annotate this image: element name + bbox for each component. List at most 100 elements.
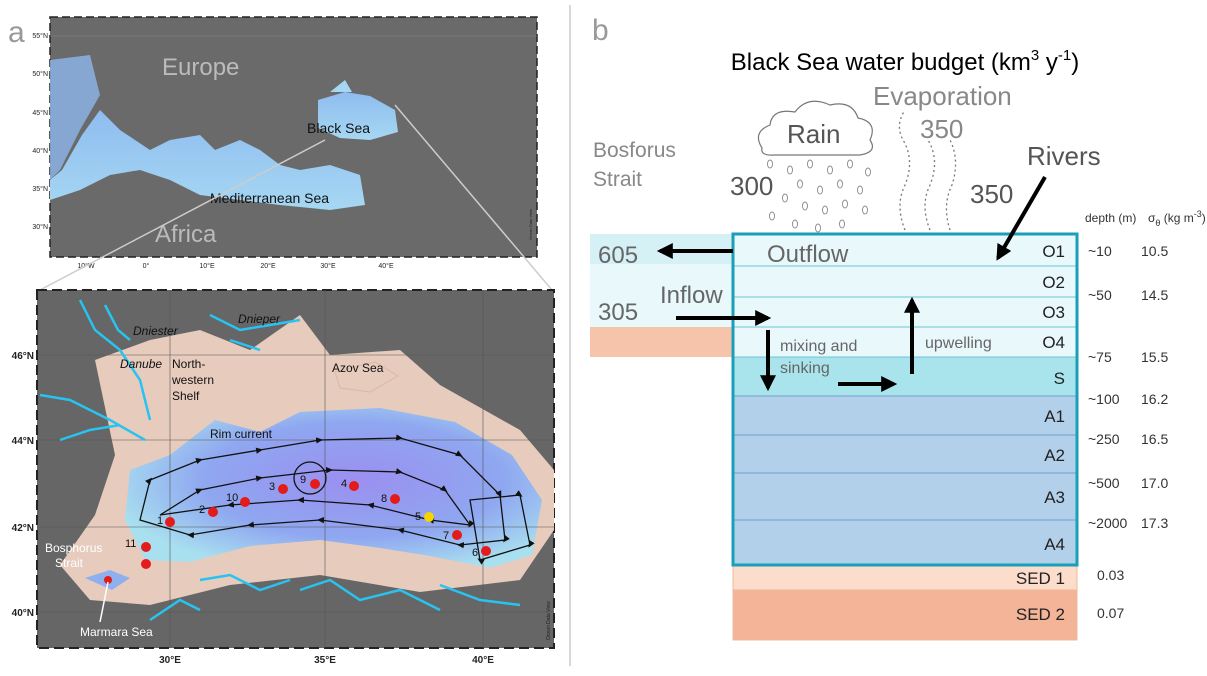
station-label: 1: [157, 515, 163, 527]
credit: Ocean Data View: [546, 601, 552, 640]
sigma: 10.5: [1141, 243, 1168, 259]
layer-label: S: [1054, 369, 1065, 388]
sediment-value: 0.03: [1097, 567, 1124, 583]
depth: ~10: [1088, 243, 1112, 259]
title-part: Black Sea water budget (km: [731, 49, 1031, 76]
depth: ~500: [1088, 475, 1120, 491]
panel-letter: b: [592, 14, 609, 47]
map-label: Europe: [162, 54, 239, 81]
sigma: 14.5: [1141, 287, 1168, 303]
map-label: western: [171, 373, 214, 387]
depth: ~75: [1088, 349, 1112, 365]
depth: ~2000: [1088, 515, 1128, 531]
map-label: Bosphorus: [45, 541, 102, 555]
header-part: θ: [1155, 218, 1160, 228]
station-label: 8: [381, 493, 387, 505]
map-label: Danube: [120, 357, 162, 371]
title: Black Sea water budget (km3 y-1): [731, 47, 1080, 76]
map-label: Africa: [155, 221, 217, 248]
lon-tick: 0°: [143, 262, 150, 270]
lat-tick: 40°N: [12, 608, 34, 619]
map-label: Marmara Sea: [80, 625, 153, 639]
sediment-label: SED 1: [1016, 569, 1065, 588]
station-label: 3: [269, 481, 275, 493]
header-part: (kg m: [1160, 211, 1193, 225]
lat-tick: 55°N: [32, 32, 48, 40]
map-label: Azov Sea: [332, 361, 384, 375]
layer-label: O4: [1042, 333, 1065, 352]
map-label: Strait: [55, 556, 84, 570]
station-label: 5: [415, 511, 421, 523]
lon-tick: 30°E: [159, 655, 181, 666]
station-label: 11: [125, 538, 136, 550]
lat-tick: 35°N: [32, 185, 48, 193]
lat-tick: 50°N: [32, 70, 48, 78]
title-part: y: [1039, 49, 1058, 76]
layer-label: A3: [1044, 488, 1065, 507]
evaporation-value: 350: [920, 114, 963, 144]
evaporation-label: Evaporation: [873, 81, 1012, 111]
process-label: mixing and: [780, 338, 857, 355]
title-part: 3: [1031, 47, 1039, 64]
title-part: ): [1071, 49, 1079, 76]
sigma: 16.2: [1141, 391, 1168, 407]
lon-tick: 20°E: [260, 262, 276, 270]
rain-label: Rain: [787, 119, 840, 149]
rivers-value: 350: [970, 179, 1013, 209]
lat-tick: 46°N: [12, 351, 34, 362]
lat-tick: 45°N: [32, 109, 48, 117]
lat-tick: 42°N: [12, 523, 34, 534]
process-label: upwelling: [925, 335, 992, 352]
panel-a: a Europe Africa Black Sea Mediterranean …: [8, 16, 555, 666]
panel-letter: a: [8, 16, 25, 49]
depth: ~100: [1088, 391, 1120, 407]
rain-value: 300: [730, 171, 773, 201]
sigma: 17.3: [1141, 515, 1168, 531]
header-part: ): [1202, 211, 1206, 225]
layer-label: A4: [1044, 535, 1065, 554]
outflow-value: 605: [598, 242, 638, 269]
sigma: 16.5: [1141, 431, 1168, 447]
process-label: sinking: [780, 360, 830, 377]
strait-label: Bosforus: [593, 139, 676, 162]
layer-label: A2: [1044, 446, 1065, 465]
rivers-label: Rivers: [1027, 141, 1101, 171]
map-label: Dniester: [133, 324, 179, 338]
sediment-value: 0.07: [1097, 605, 1124, 621]
overview-map: Europe Africa Black Sea Mediterranean Se…: [32, 16, 538, 270]
stations: 1 2 3 4 5 6 7 8 9 10 11: [104, 474, 491, 584]
station-label: 7: [443, 530, 449, 542]
layer-label: A1: [1044, 407, 1065, 426]
inflow-value: 305: [598, 299, 638, 326]
sigma: 15.5: [1141, 349, 1168, 365]
station-label: 6: [472, 547, 478, 559]
map-label: Mediterranean Sea: [210, 190, 329, 206]
outflow-label: Outflow: [767, 241, 849, 268]
lon-tick: 40°E: [472, 655, 494, 666]
map-label: Dnieper: [238, 312, 281, 326]
lat-tick: 40°N: [32, 147, 48, 155]
lat-tick: 30°N: [32, 223, 48, 231]
panel-b: b Black Sea water budget (km3 y-1) O1 O2…: [590, 14, 1206, 641]
depth: ~50: [1088, 287, 1112, 303]
detail-map: 1 2 3 4 5 6 7 8 9 10 11 Dniester Dnieper…: [12, 289, 555, 666]
header-part: σ: [1148, 211, 1156, 225]
column-header: σθ (kg m-3): [1148, 209, 1206, 228]
map-label: Shelf: [172, 389, 200, 403]
credit: Ocean Data View: [528, 209, 533, 240]
lat-tick: 44°N: [12, 436, 34, 447]
station-label: 10: [226, 492, 238, 504]
lon-tick: 35°E: [314, 655, 336, 666]
layer-label: O1: [1042, 242, 1065, 261]
layer-label: O3: [1042, 303, 1065, 322]
depth: ~250: [1088, 431, 1120, 447]
header-part: -3: [1194, 209, 1202, 219]
title-part: -1: [1058, 47, 1071, 64]
lon-tick: 40°E: [378, 262, 394, 270]
station-label: 2: [199, 504, 205, 516]
strait-label: Strait: [593, 168, 642, 191]
layer-label: O2: [1042, 273, 1065, 292]
map-label: North-: [172, 357, 205, 371]
inflow-label: Inflow: [660, 282, 723, 309]
